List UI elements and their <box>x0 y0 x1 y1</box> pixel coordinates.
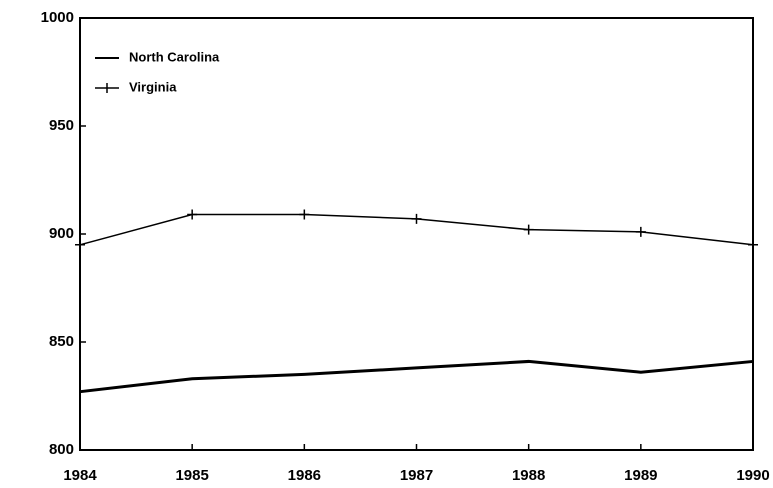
marker <box>411 213 422 224</box>
y-tick-label: 1000 <box>41 9 74 26</box>
marker <box>635 226 646 237</box>
y-tick-label: 900 <box>49 225 74 242</box>
x-tick-label: 1987 <box>400 467 433 484</box>
y-tick-label: 950 <box>49 117 74 134</box>
series-line <box>79 359 754 394</box>
legend-label: Virginia <box>129 79 177 94</box>
x-tick-label: 1984 <box>63 467 97 484</box>
y-tick-label: 800 <box>49 441 74 458</box>
plot-frame <box>79 17 754 451</box>
x-tick-label: 1989 <box>624 467 657 484</box>
legend-label: North Carolina <box>129 49 220 64</box>
x-tick-label: 1988 <box>512 467 545 484</box>
marker <box>523 224 534 235</box>
x-tick-label: 1985 <box>175 467 208 484</box>
marker <box>75 239 85 250</box>
x-tick-label: 1990 <box>736 467 769 484</box>
x-tick-label: 1986 <box>288 467 321 484</box>
marker <box>187 209 198 220</box>
marker <box>299 209 310 220</box>
legend: North Carolina Virginia <box>95 49 220 94</box>
y-tick-label: 850 <box>49 333 74 350</box>
marker <box>748 239 758 250</box>
